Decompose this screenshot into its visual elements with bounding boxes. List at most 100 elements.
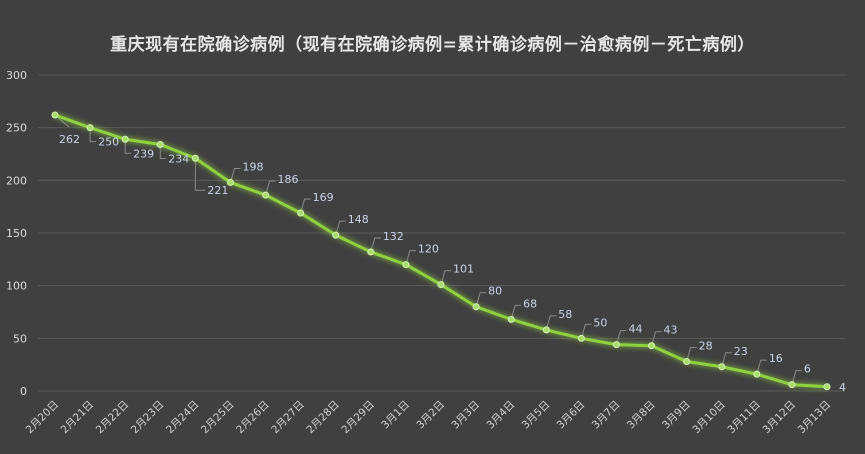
x-tick-label: 3月10日 <box>690 399 728 437</box>
y-tick-label: 50 <box>13 332 27 345</box>
data-point <box>156 141 164 149</box>
label-leader-line <box>335 220 346 236</box>
x-tick-label: 2月25日 <box>199 399 237 437</box>
label-leader-line <box>370 237 381 253</box>
label-leader-line <box>651 331 662 346</box>
x-tick-label: 3月11日 <box>725 399 763 437</box>
data-label: 4 <box>839 381 846 394</box>
x-tick-label: 3月6日 <box>555 399 588 432</box>
label-leader-line <box>791 370 802 385</box>
label-leader-line <box>580 323 592 339</box>
label-leader-line <box>229 167 241 183</box>
x-tick-label: 3月8日 <box>625 399 658 432</box>
x-tick-label: 3月9日 <box>660 399 693 432</box>
data-label: 101 <box>453 263 474 276</box>
label-leader-line <box>545 315 557 331</box>
data-label: 43 <box>664 324 678 337</box>
x-tick-label: 2月28日 <box>304 399 342 437</box>
x-tick-label: 3月1日 <box>379 399 412 432</box>
y-tick-label: 150 <box>6 227 27 240</box>
data-point <box>51 111 59 119</box>
label-leader-line <box>124 139 132 154</box>
x-tick-label: 3月5日 <box>520 399 553 432</box>
label-leader-line <box>510 304 522 320</box>
y-tick-label: 250 <box>6 122 27 135</box>
data-label: 44 <box>628 323 642 336</box>
y-tick-label: 100 <box>6 280 27 293</box>
x-tick-label: 2月27日 <box>269 399 307 437</box>
y-tick-label: 200 <box>6 174 27 187</box>
label-leader-line <box>89 127 97 143</box>
label-leader-line <box>405 250 416 265</box>
data-label: 239 <box>133 147 154 160</box>
data-label: 169 <box>313 191 334 204</box>
data-point <box>683 358 691 366</box>
data-point <box>823 383 831 391</box>
label-leader-line <box>615 330 627 345</box>
data-point <box>332 231 340 239</box>
data-point <box>612 341 620 349</box>
label-leader-line <box>440 270 451 285</box>
data-point <box>402 261 410 269</box>
x-tick-label: 2月29日 <box>339 399 377 437</box>
data-point <box>297 209 305 217</box>
data-point <box>367 248 375 256</box>
data-point <box>437 281 445 289</box>
data-point <box>507 315 515 323</box>
data-label: 80 <box>488 285 502 298</box>
data-label: 16 <box>769 352 783 365</box>
x-tick-label: 2月22日 <box>94 399 132 437</box>
x-tick-label: 3月3日 <box>449 399 482 432</box>
y-tick-label: 0 <box>20 385 27 398</box>
data-label: 28 <box>699 340 713 353</box>
data-point <box>191 154 199 162</box>
x-tick-label: 3月12日 <box>761 399 799 437</box>
y-tick-label: 300 <box>6 69 27 82</box>
data-label: 23 <box>734 345 748 358</box>
data-label: 186 <box>278 173 299 186</box>
label-leader-line <box>475 292 487 307</box>
x-tick-label: 2月21日 <box>59 399 97 437</box>
label-leader-line <box>686 347 697 362</box>
data-label: 234 <box>168 153 189 166</box>
x-tick-label: 2月23日 <box>129 399 167 437</box>
x-tick-label: 3月7日 <box>590 399 623 432</box>
x-tick-label: 3月4日 <box>485 399 518 432</box>
data-label: 68 <box>523 297 537 310</box>
data-point <box>226 178 234 186</box>
data-label: 120 <box>418 243 439 256</box>
label-leader-line <box>194 158 206 191</box>
label-leader-line <box>300 198 311 214</box>
data-label: 148 <box>348 213 369 226</box>
x-tick-label: 3月2日 <box>414 399 447 432</box>
data-point <box>542 326 550 334</box>
x-tick-label: 3月13日 <box>796 399 834 437</box>
label-leader-line <box>265 180 276 196</box>
label-leader-line <box>159 144 167 160</box>
data-point <box>753 370 761 378</box>
chart-title: 重庆现有在院确诊病例（现有在院确诊病例=累计确诊病例－治愈病例－死亡病例） <box>110 35 755 55</box>
data-point <box>262 191 270 199</box>
x-tick-label: 2月24日 <box>164 399 202 437</box>
data-point <box>718 363 726 371</box>
label-leader-line <box>756 359 767 375</box>
data-label: 221 <box>207 184 228 197</box>
data-label: 50 <box>593 316 607 329</box>
data-label: 250 <box>98 136 119 149</box>
data-point <box>788 381 796 389</box>
data-label: 58 <box>558 308 572 321</box>
data-label: 198 <box>242 160 263 173</box>
data-label: 132 <box>383 230 404 243</box>
data-point <box>121 135 129 143</box>
data-point <box>472 303 480 311</box>
label-leader-line <box>721 352 732 367</box>
x-tick-label: 2月20日 <box>24 399 62 437</box>
data-point <box>577 334 585 342</box>
data-label: 6 <box>804 363 811 376</box>
data-point <box>648 342 656 350</box>
x-tick-label: 2月26日 <box>234 399 272 437</box>
data-label: 262 <box>59 133 80 146</box>
data-point <box>86 124 94 132</box>
